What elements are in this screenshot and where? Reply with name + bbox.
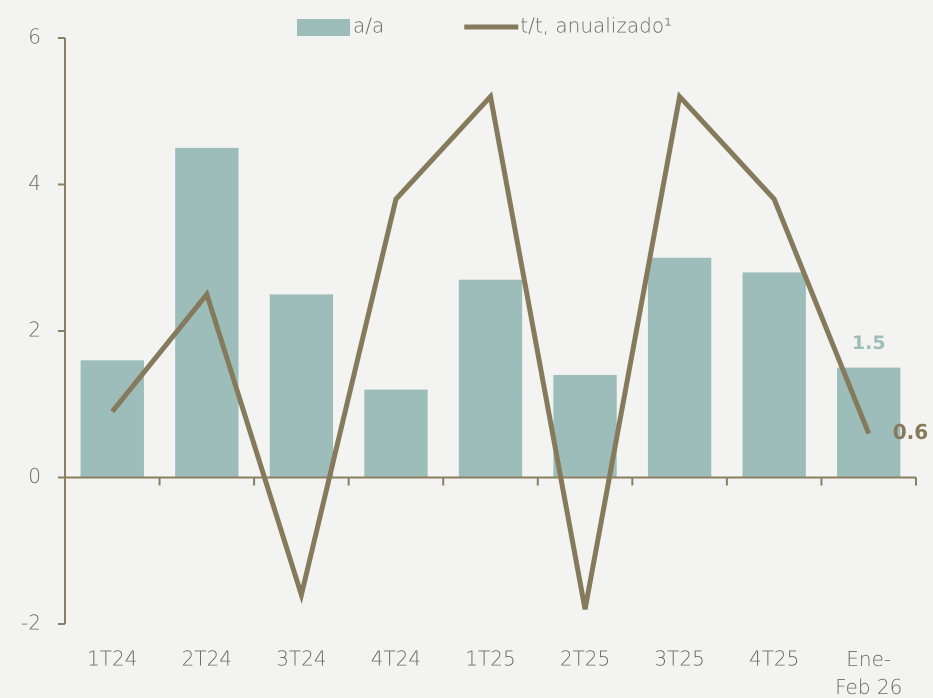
y-tick-label: 4 [28,171,41,195]
bar [269,294,334,478]
y-tick-label: 0 [28,464,41,488]
x-tick-label: 4T25 [749,647,799,671]
y-tick-label: -2 [21,611,41,635]
x-tick-label: 1T24 [87,647,137,671]
y-tick-label: 6 [28,25,41,49]
bar [175,147,239,478]
bar [742,272,806,478]
x-tick-label: 3T24 [276,647,326,671]
line [110,91,872,610]
data-label: 0.6 [893,420,928,444]
x-tick-label: 3T25 [654,647,704,671]
bar [647,257,712,478]
bar [80,360,144,478]
x-tick-label: 2T25 [560,647,610,671]
y-tick-label: 2 [28,318,41,342]
x-tick-label: 2T24 [182,647,232,671]
x-tick-label: 4T24 [371,647,421,671]
x-tick-label: 1T25 [465,647,515,671]
bar [364,389,428,478]
legend-label: a/a [353,14,384,38]
legend-label: t/t, anualizado¹ [520,14,672,38]
data-label: 1.5 [852,332,886,354]
x-tick-label: Ene-Feb 26 [835,647,902,698]
bar [458,279,523,478]
bar [553,374,617,478]
legend-swatch [297,19,350,36]
